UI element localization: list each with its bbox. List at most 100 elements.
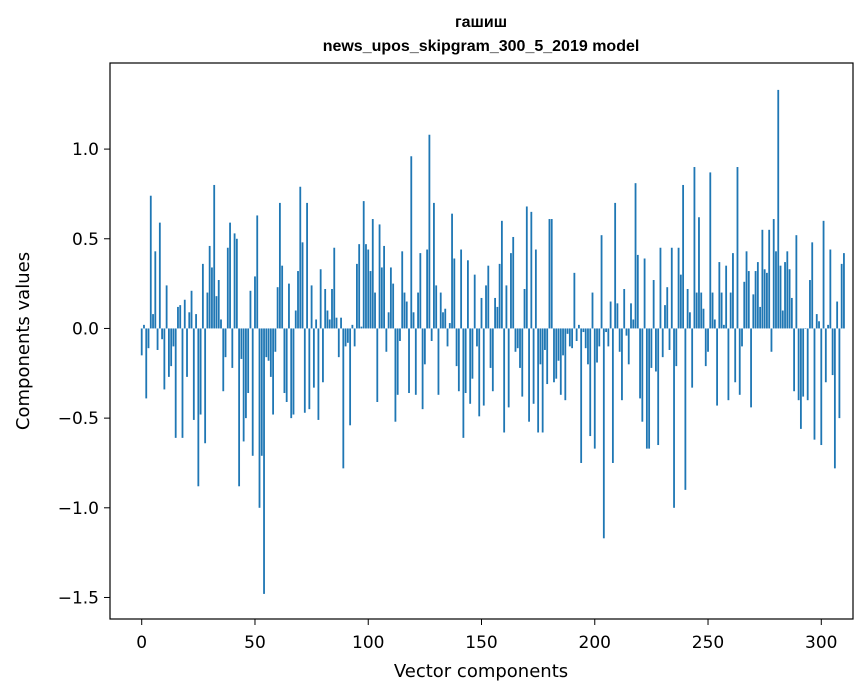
bar [795, 235, 798, 329]
bar [611, 328, 614, 463]
bar [428, 134, 431, 329]
bar [186, 328, 188, 377]
bar [589, 328, 592, 437]
bar [668, 328, 671, 350]
bar [761, 229, 764, 329]
bar [822, 220, 825, 329]
bar [523, 288, 526, 329]
bar [686, 288, 689, 329]
bar [702, 308, 705, 329]
bar [510, 253, 512, 329]
bar [630, 303, 632, 329]
bar [636, 254, 639, 329]
bar [566, 328, 569, 334]
x-tick-label: 50 [244, 633, 266, 653]
bar [641, 328, 644, 422]
bar [331, 288, 333, 329]
bar [745, 251, 748, 329]
bar [346, 328, 349, 343]
bar [625, 328, 628, 336]
bar [299, 186, 302, 329]
bar [766, 272, 768, 329]
bar [736, 167, 739, 329]
bar [215, 296, 218, 329]
bar [315, 319, 318, 329]
y-tick-label: 0.5 [72, 230, 99, 250]
bar [539, 328, 542, 365]
bar [435, 285, 438, 329]
bar [211, 267, 213, 329]
bar [360, 326, 363, 329]
bar [439, 292, 442, 329]
bar [442, 312, 444, 329]
bar [349, 328, 352, 426]
bar [306, 202, 308, 329]
bar [537, 328, 540, 433]
bar [747, 271, 750, 329]
x-tick-label: 150 [465, 633, 497, 653]
bar [265, 328, 268, 358]
bar [600, 235, 603, 329]
x-tick-label: 300 [805, 633, 837, 653]
x-tick-label: 250 [692, 633, 724, 653]
bar [704, 328, 707, 367]
bar [661, 328, 664, 358]
bar [797, 328, 800, 401]
bar [281, 265, 284, 329]
bar [308, 328, 311, 410]
bar [358, 244, 361, 329]
bar [679, 274, 682, 329]
bar [811, 242, 814, 329]
bar [199, 328, 202, 415]
bar [743, 281, 746, 329]
bar [505, 285, 508, 329]
bar [691, 328, 694, 388]
bar [240, 328, 243, 359]
bar [410, 156, 413, 329]
bar [598, 328, 601, 347]
bar [285, 328, 288, 402]
bar [340, 317, 342, 329]
bar [283, 328, 286, 394]
bar [179, 305, 182, 329]
bar [378, 224, 381, 329]
bar [770, 328, 773, 352]
bar [725, 265, 728, 329]
bar [652, 280, 655, 329]
bar [181, 328, 184, 438]
bar [156, 328, 159, 350]
bar [276, 287, 279, 329]
bar [213, 184, 216, 329]
bar [729, 292, 732, 329]
bar [192, 328, 195, 420]
bar [591, 292, 594, 329]
bar [174, 328, 177, 438]
bar [476, 328, 478, 347]
bar [396, 328, 399, 395]
y-tick-label: 1.0 [72, 140, 99, 160]
bar [627, 328, 630, 365]
bar [768, 229, 771, 329]
bar [809, 280, 811, 329]
bar [700, 292, 703, 329]
bar [251, 328, 254, 456]
bar [464, 328, 467, 394]
bar [408, 328, 410, 394]
bar [605, 328, 607, 333]
bar [786, 251, 789, 329]
bar [614, 202, 617, 329]
bar [399, 328, 401, 341]
bar [507, 328, 510, 408]
bar [750, 328, 752, 408]
bar [738, 328, 741, 395]
bar [177, 306, 179, 329]
y-axis-label: Components values [13, 252, 34, 430]
bar [444, 308, 447, 329]
bar [752, 294, 755, 329]
bar [190, 290, 193, 329]
bars-layer [140, 89, 845, 594]
bar [682, 184, 685, 329]
bar [326, 310, 329, 329]
bar [790, 297, 793, 329]
